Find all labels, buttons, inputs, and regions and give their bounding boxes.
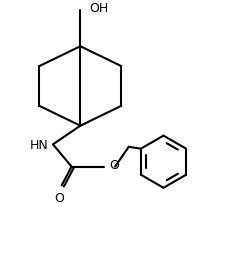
- Text: O: O: [54, 192, 64, 205]
- Text: OH: OH: [89, 3, 108, 15]
- Text: O: O: [109, 159, 119, 172]
- Text: HN: HN: [30, 139, 49, 152]
